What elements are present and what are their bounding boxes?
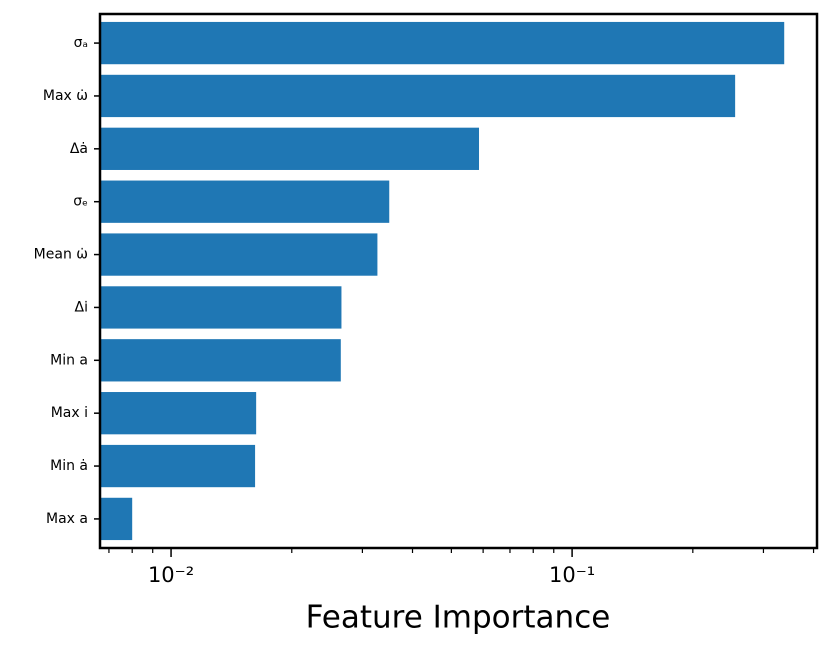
y-tick-label: Δi̇ (75, 299, 88, 315)
y-tick-label: Min a (50, 352, 88, 368)
bar (100, 392, 257, 435)
plot-frame (98, 12, 819, 550)
y-tick-label: Max ω̇ (43, 88, 88, 104)
x-tick-label: 10⁻¹ (549, 563, 595, 587)
bar (100, 286, 342, 329)
x-tick-label: 10⁻² (148, 563, 194, 587)
bar (100, 180, 390, 223)
bar (100, 233, 378, 276)
y-tick-label: Mean ω̇ (34, 247, 88, 263)
bar (100, 74, 736, 118)
bar (100, 444, 256, 488)
bar (100, 497, 133, 541)
y-tick-label: Max a (46, 511, 88, 527)
bar (100, 339, 341, 382)
bar (100, 21, 785, 65)
y-tick-label: Max i (51, 405, 88, 421)
bar (100, 127, 480, 170)
y-tick-label: σₑ (73, 194, 88, 210)
y-tick-label: σₐ (74, 35, 88, 51)
x-axis-label: Feature Importance (306, 600, 611, 636)
y-tick-label: Min ȧ (50, 458, 88, 474)
y-tick-label: Δȧ (70, 141, 88, 157)
